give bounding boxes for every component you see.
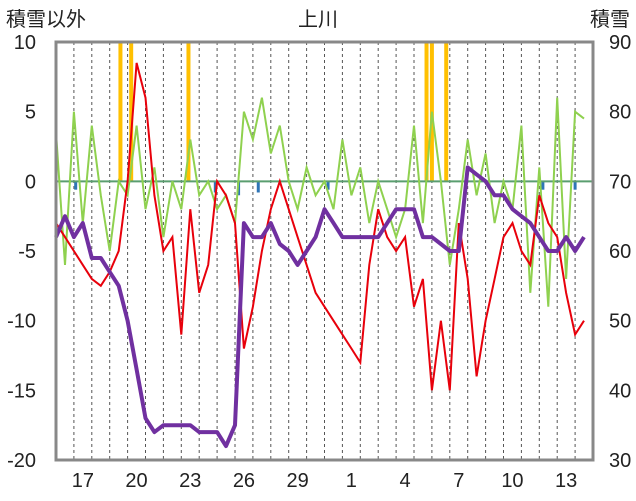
right-tick-label: 60 — [609, 241, 631, 263]
x-tick-label: 23 — [179, 470, 201, 492]
x-tick-label: 29 — [287, 470, 309, 492]
right-tick-label: 80 — [609, 102, 631, 124]
right-tick-label: 30 — [609, 450, 631, 472]
precipitation-bar — [213, 181, 217, 193]
series-humidity — [55, 97, 585, 307]
x-tick-label: 17 — [72, 470, 94, 492]
x-tick-label: 4 — [399, 470, 410, 492]
right-axis-label: 積雪 — [590, 7, 630, 31]
left-tick-label: -15 — [7, 380, 36, 402]
sunshine-bar — [424, 42, 429, 182]
left-tick-label: -5 — [18, 241, 36, 263]
precipitation-bar — [74, 181, 78, 190]
plot-frame — [54, 40, 595, 462]
x-tick-label: 20 — [125, 470, 147, 492]
series-temperature — [55, 62, 585, 391]
right-tick-label: 90 — [609, 32, 631, 54]
left-tick-label: -20 — [7, 450, 36, 472]
right-tick-label: 50 — [609, 311, 631, 333]
precipitation-bar — [573, 181, 577, 190]
x-ticks: 17 20 23 26 29 1 4 7 10 13 — [72, 470, 578, 492]
x-tick-label: 1 — [346, 470, 357, 492]
left-tick-label: 10 — [14, 32, 36, 54]
left-axis-label: 積雪以外 — [6, 7, 86, 31]
right-tick-label: 40 — [609, 380, 631, 402]
x-tick-label: 26 — [233, 470, 255, 492]
left-tick-label: 0 — [25, 171, 36, 193]
sunshine-bars — [118, 42, 449, 182]
left-ticks: 10 5 0 -5 -10 -15 -20 — [7, 32, 36, 472]
x-tick-label: 7 — [453, 470, 464, 492]
precipitation-bar — [541, 181, 545, 190]
precipitation-bar — [256, 181, 260, 193]
series-snow-depth — [54, 165, 586, 449]
left-tick-label: -10 — [7, 311, 36, 333]
left-tick-label: 5 — [25, 102, 36, 124]
sunshine-bar — [444, 42, 449, 182]
x-tick-label: 10 — [501, 470, 523, 492]
sunshine-bar — [118, 42, 123, 182]
right-tick-label: 70 — [609, 171, 631, 193]
sunshine-bar — [129, 42, 134, 182]
precipitation-bar — [326, 181, 330, 190]
x-tick-label: 13 — [555, 470, 577, 492]
chart-title: 上川 — [298, 7, 338, 31]
sunshine-bar — [186, 42, 191, 182]
right-ticks: 90 80 70 60 50 40 30 — [609, 32, 631, 472]
